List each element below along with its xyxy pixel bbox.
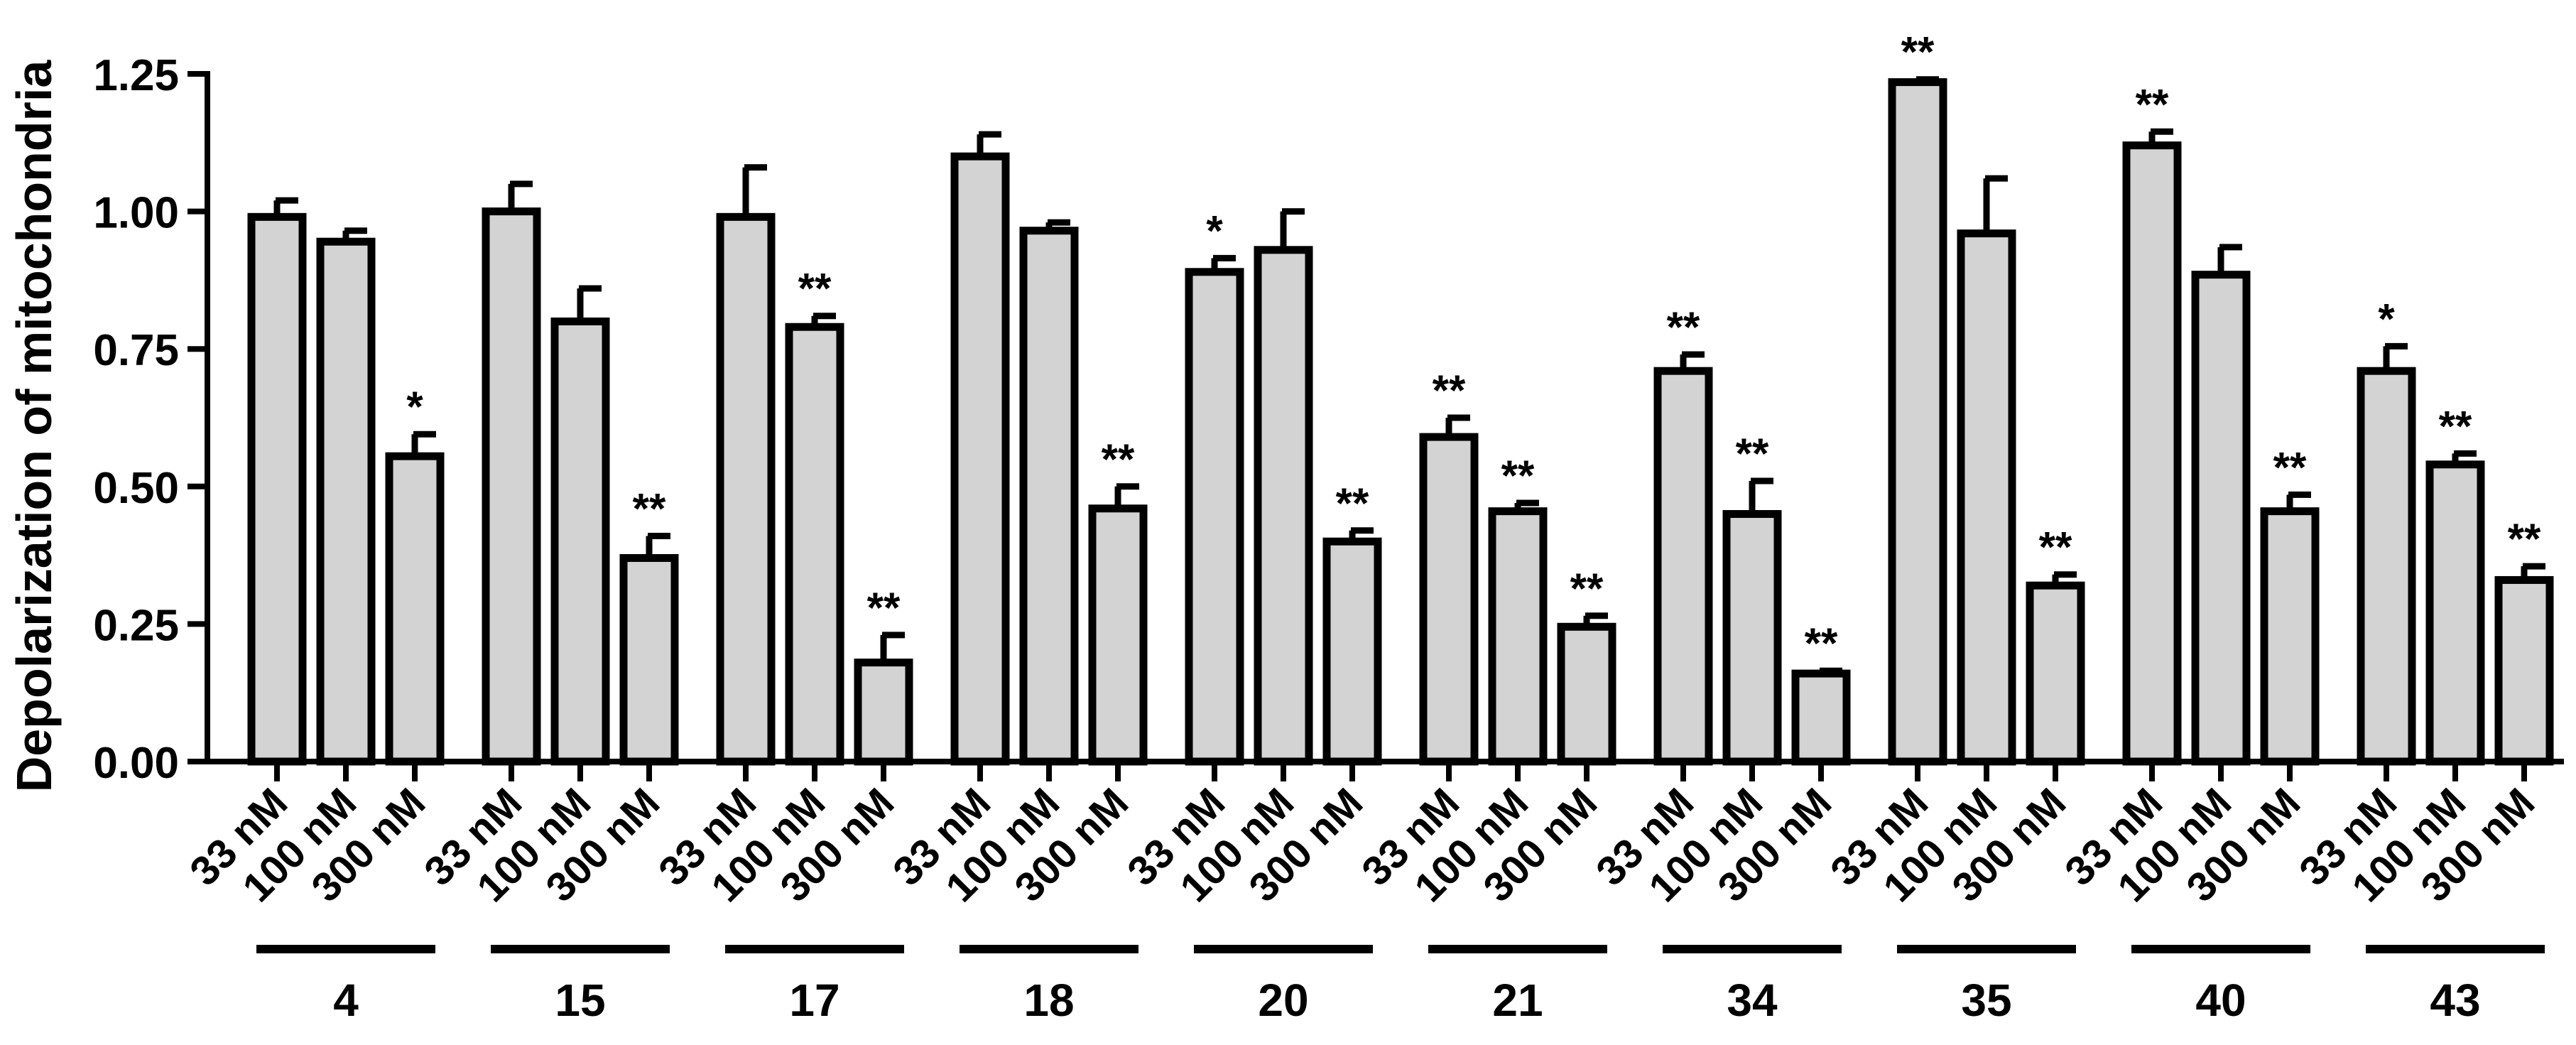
bar — [1557, 622, 1616, 766]
bar — [1322, 537, 1382, 766]
significance-label: ** — [1805, 619, 1838, 667]
y-tick-label: 1.00 — [93, 189, 179, 238]
significance-label: ** — [1501, 452, 1535, 499]
bars-layer — [247, 76, 2554, 766]
y-axis-title: Depolarization of mitochondria — [6, 60, 62, 793]
group-label: 20 — [1258, 975, 1308, 1026]
bar — [1888, 78, 1947, 766]
bar — [247, 212, 307, 766]
bar — [1019, 227, 1079, 766]
group-label: 34 — [1727, 975, 1778, 1026]
significance-label: ** — [1102, 435, 1135, 483]
y-tick-label: 0.50 — [93, 464, 179, 513]
significance-label: ** — [2439, 402, 2472, 450]
bar — [1254, 246, 1313, 766]
bar — [1088, 504, 1148, 766]
bar — [1185, 268, 1244, 766]
bar — [1653, 367, 1713, 766]
bar — [716, 212, 776, 766]
bar — [2026, 581, 2085, 766]
significance-label: ** — [1336, 480, 1369, 527]
group-label: 15 — [555, 975, 605, 1026]
bar — [2122, 141, 2182, 766]
significance-label: ** — [1433, 367, 1466, 414]
significance-label: ** — [1901, 28, 1935, 76]
significance-label: ** — [2273, 443, 2307, 491]
significance-label: ** — [798, 265, 832, 313]
group-label: 21 — [1492, 975, 1543, 1026]
y-tick-label: 0.25 — [93, 601, 179, 650]
y-tick-label: 1.25 — [93, 51, 179, 100]
significance-label: * — [1206, 207, 1223, 254]
axes-layer: Depolarization of mitochondria 0.00 0.25 0… — [6, 51, 2564, 792]
bar — [2494, 575, 2554, 766]
significance-label: ** — [2508, 515, 2541, 563]
significance-label: ** — [1570, 565, 1604, 612]
significance-label: ** — [1667, 303, 1700, 351]
group-label: 43 — [2430, 975, 2480, 1026]
significance-label: * — [2378, 295, 2395, 342]
y-tick-label: 0.75 — [93, 326, 179, 375]
bar — [2260, 507, 2320, 766]
significance-label: * — [406, 383, 423, 431]
bar — [482, 207, 541, 766]
group-label: 40 — [2195, 975, 2246, 1026]
bar — [2425, 460, 2485, 766]
bar — [785, 323, 844, 766]
group-label: 4 — [333, 975, 359, 1026]
significance-label: ** — [867, 584, 901, 632]
bar — [1722, 510, 1782, 766]
bar — [316, 237, 376, 766]
bar — [1488, 507, 1548, 766]
bar — [1957, 229, 2016, 766]
significance-label: ** — [1736, 430, 1769, 477]
group-label: 35 — [1961, 975, 2011, 1026]
bar — [1419, 433, 1479, 766]
significance-label: ** — [2039, 524, 2072, 571]
bar — [854, 659, 913, 766]
bar — [619, 553, 679, 766]
bar — [950, 152, 1010, 766]
group-label: 17 — [789, 975, 839, 1026]
significance-label: ** — [633, 484, 666, 532]
y-tick-label: 0.00 — [93, 739, 179, 788]
bar — [385, 452, 445, 766]
significance-label: ** — [2136, 80, 2169, 128]
group-label: 18 — [1023, 975, 1074, 1026]
bar — [1791, 669, 1851, 766]
bar — [2357, 367, 2416, 766]
bar — [550, 317, 610, 766]
bar — [2191, 271, 2251, 766]
